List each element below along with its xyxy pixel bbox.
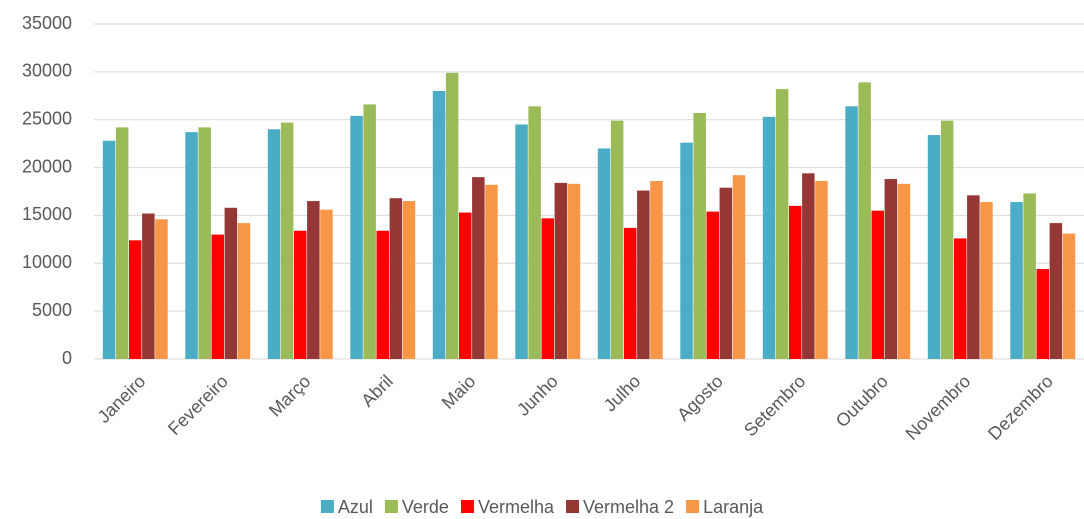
x-tick-label: Fevereiro [164, 371, 232, 439]
bar [637, 190, 650, 359]
bar [320, 209, 333, 359]
bar [624, 227, 637, 359]
bar [954, 238, 967, 359]
bar [211, 234, 224, 359]
bar [871, 210, 884, 359]
bar [198, 127, 211, 359]
bar [102, 140, 116, 359]
bar [376, 230, 389, 359]
bar [267, 129, 281, 359]
bar [541, 218, 554, 359]
x-tick-label: Junho [513, 371, 562, 420]
legend-label: Laranja [703, 497, 764, 517]
legend-label: Verde [402, 497, 449, 517]
bar [350, 115, 363, 359]
bar [1036, 269, 1049, 359]
bar [472, 177, 485, 359]
legend-label: Vermelha 2 [583, 497, 674, 517]
bar [115, 127, 129, 359]
bar [445, 72, 459, 360]
bar [680, 142, 693, 359]
bar [1023, 193, 1036, 359]
legend-swatch [320, 500, 334, 513]
bar [719, 187, 733, 359]
x-tick-label: Outubro [832, 371, 892, 431]
bar [129, 240, 142, 359]
x-tick-label: Abril [357, 371, 397, 411]
bar [402, 201, 416, 359]
bar [459, 212, 472, 359]
bar [1062, 233, 1076, 359]
bar [693, 113, 706, 359]
x-tick-label: Janeiro [94, 371, 150, 427]
bar [897, 183, 911, 359]
bar [940, 120, 954, 360]
bar [155, 219, 168, 359]
legend-label: Azul [338, 497, 373, 517]
x-tick-label: Novembro [902, 371, 975, 444]
bar [706, 211, 719, 359]
x-tick-label: Julho [600, 371, 645, 416]
x-tick-label: Setembro [740, 371, 809, 440]
bar [967, 195, 980, 359]
bar [528, 106, 541, 359]
x-tick-label: Maio [438, 371, 480, 413]
legend-label: Vermelha [478, 497, 555, 517]
bar [858, 82, 871, 359]
bar [845, 106, 858, 359]
bar [294, 230, 307, 359]
y-tick-label: 5000 [32, 300, 72, 320]
y-tick-label: 10000 [22, 252, 72, 272]
legend-swatch [566, 500, 579, 513]
bar [802, 173, 815, 359]
bar [1010, 202, 1023, 359]
bar [307, 201, 320, 359]
y-tick-label: 35000 [22, 13, 72, 33]
bar [815, 180, 828, 359]
bar [610, 120, 624, 360]
bar [567, 183, 581, 359]
x-tick-label: Dezembro [984, 371, 1057, 444]
bar [363, 104, 376, 360]
bar [775, 89, 789, 359]
x-tick-label: Agosto [673, 371, 727, 425]
bar [224, 207, 238, 359]
y-tick-label: 20000 [22, 156, 72, 176]
bar [554, 182, 568, 359]
bar [237, 223, 251, 359]
bar [884, 179, 898, 359]
bar [142, 213, 155, 359]
bar [732, 175, 746, 359]
bar [1049, 223, 1063, 359]
bar [185, 132, 198, 359]
bar [762, 116, 776, 359]
legend-swatch [384, 500, 398, 513]
bar [485, 184, 498, 359]
bar [789, 205, 802, 359]
bar [515, 124, 528, 359]
bar [280, 122, 294, 359]
bar [432, 91, 446, 359]
bar [980, 202, 993, 359]
y-tick-label: 15000 [22, 204, 72, 224]
bar [389, 198, 403, 359]
x-tick-label: Março [265, 371, 315, 421]
y-tick-label: 30000 [22, 61, 72, 81]
bar [927, 135, 941, 359]
legend-swatch [460, 500, 474, 513]
y-tick-label: 0 [62, 348, 72, 368]
y-tick-label: 25000 [22, 108, 72, 128]
bar [597, 148, 611, 359]
legend-swatch [686, 500, 700, 513]
bar [650, 180, 663, 359]
